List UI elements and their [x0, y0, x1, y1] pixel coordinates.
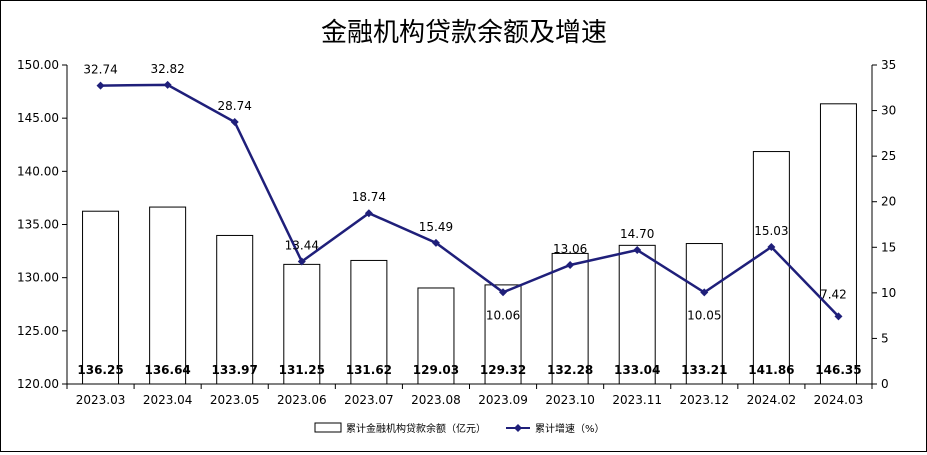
x-tick-label: 2023.04	[143, 393, 193, 407]
bar	[216, 234, 254, 385]
growth-point-marker	[633, 246, 642, 255]
x-tick-label: 2024.02	[747, 393, 797, 407]
bar-value-label: 146.35	[815, 363, 861, 377]
right-tick-label: 25	[881, 149, 896, 163]
growth-line-series	[96, 80, 843, 321]
right-tick-label: 20	[881, 195, 896, 209]
legend-line-label: 累计增速（%）	[535, 422, 605, 435]
x-tick-label: 2023.08	[411, 393, 461, 407]
right-tick-label: 0	[881, 377, 889, 391]
growth-value-label: 32.82	[150, 62, 184, 76]
bar-series	[82, 103, 857, 385]
growth-value-label: 14.70	[620, 227, 654, 241]
growth-point-marker	[566, 260, 575, 269]
growth-point-marker	[96, 81, 105, 90]
x-tick-label: 2023.10	[545, 393, 595, 407]
right-tick-label: 15	[881, 240, 896, 254]
bar	[685, 243, 723, 385]
bar-value-label: 129.32	[480, 363, 526, 377]
bar	[484, 284, 522, 385]
bar	[283, 263, 321, 385]
bar-value-label: 133.97	[212, 363, 258, 377]
bar	[819, 103, 857, 385]
x-tick-label: 2023.11	[612, 393, 662, 407]
growth-value-label: 28.74	[218, 99, 252, 113]
left-tick-label: 125.00	[17, 324, 59, 338]
growth-value-label: 10.05	[687, 308, 721, 322]
left-tick-label: 130.00	[17, 271, 59, 285]
growth-point-marker	[700, 288, 709, 297]
growth-point-marker	[163, 80, 172, 89]
bar-value-label: 129.03	[413, 363, 459, 377]
legend-bar-label: 累计金融机构贷款余额（亿元）	[346, 422, 486, 435]
bar	[350, 259, 388, 385]
growth-point-marker	[230, 118, 239, 127]
x-tick-label: 2023.07	[344, 393, 394, 407]
bar-value-label: 141.86	[748, 363, 794, 377]
legend-bar-swatch	[314, 422, 342, 433]
x-tick-label: 2023.06	[277, 393, 327, 407]
left-tick-label: 145.00	[17, 111, 59, 125]
growth-point-marker	[297, 257, 306, 266]
growth-value-label: 32.74	[83, 63, 117, 77]
growth-value-labels: 32.74 32.82 28.74 13.44 18.74 15.49 10.06 13.06…	[83, 62, 846, 323]
growth-value-label: 15.49	[419, 220, 453, 234]
bar-value-label: 131.25	[279, 363, 325, 377]
chart-title: 金融机构贷款余额及增速	[321, 18, 607, 48]
growth-point-marker	[767, 243, 776, 252]
growth-value-label: 13.44	[285, 239, 319, 253]
left-tick-label: 140.00	[17, 164, 59, 178]
right-tick-label: 30	[881, 104, 896, 118]
right-tick-label: 35	[881, 58, 896, 72]
x-tick-label: 2023.05	[210, 393, 260, 407]
x-tick-label: 2023.09	[478, 393, 528, 407]
bar	[752, 151, 790, 385]
bar	[618, 244, 656, 385]
legend-line-marker	[514, 424, 522, 432]
growth-value-label: 10.06	[486, 308, 520, 322]
bar-value-labels: 136.25 136.64 133.97 131.25 131.62 129.03 129.…	[77, 363, 861, 377]
growth-line	[100, 83, 840, 318]
growth-value-label: 15.03	[754, 224, 788, 238]
growth-point-marker	[364, 209, 373, 218]
bar-value-label: 131.62	[346, 363, 392, 377]
axes: 120.00 125.00 130.00 135.00 140.00 145.00 150.…	[17, 58, 896, 407]
legend: 累计金融机构贷款余额（亿元） 累计增速（%）	[314, 422, 605, 435]
bar-value-label: 132.28	[547, 363, 593, 377]
x-tick-label: 2023.03	[76, 393, 126, 407]
growth-value-label: 13.06	[553, 242, 587, 256]
bar	[82, 210, 120, 385]
bar	[551, 252, 589, 385]
left-tick-label: 120.00	[17, 377, 59, 391]
bar-value-label: 133.04	[614, 363, 660, 377]
bar-value-label: 136.25	[77, 363, 123, 377]
right-tick-label: 10	[881, 286, 896, 300]
bar	[149, 206, 187, 385]
x-tick-label: 2023.12	[679, 393, 729, 407]
growth-point-marker	[431, 238, 440, 247]
bar-value-label: 136.64	[144, 363, 190, 377]
growth-point-marker	[834, 312, 843, 321]
growth-value-label: 7.42	[820, 287, 847, 301]
right-tick-label: 5	[881, 331, 889, 345]
growth-value-label: 18.74	[352, 190, 386, 204]
left-tick-label: 150.00	[17, 58, 59, 72]
growth-point-marker	[499, 288, 508, 297]
bar	[417, 287, 455, 385]
x-tick-label: 2024.03	[814, 393, 864, 407]
left-tick-label: 135.00	[17, 218, 59, 232]
bar-value-label: 133.21	[681, 363, 727, 377]
